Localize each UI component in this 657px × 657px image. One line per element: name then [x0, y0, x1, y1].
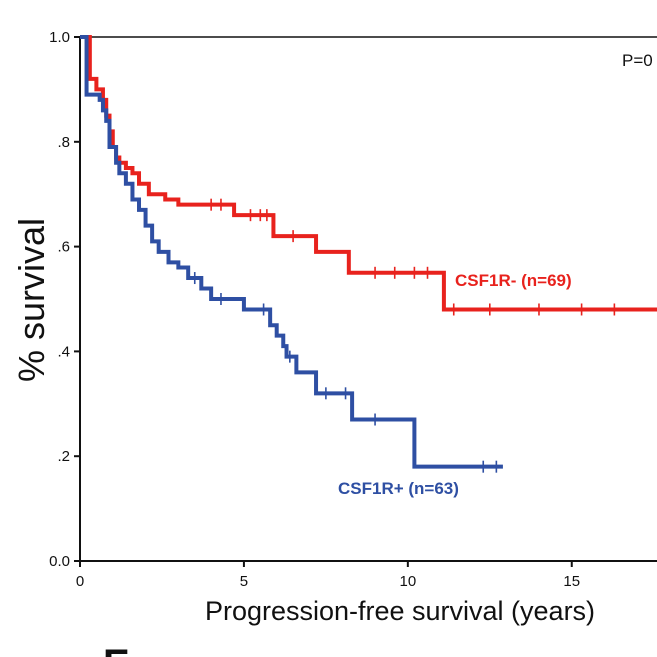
- x-tick-label: 5: [240, 573, 248, 590]
- survival-curve: [80, 35, 657, 312]
- axes-group: [74, 36, 657, 567]
- p-value-text: P=0: [622, 51, 653, 70]
- x-tick-label: 0: [76, 573, 84, 590]
- x-tick-label: 10: [399, 573, 416, 590]
- survival-curve: [80, 35, 503, 469]
- series-csf1r-positive: [80, 35, 503, 473]
- y-tick-label: .2: [57, 448, 70, 465]
- series-layer: [80, 35, 657, 473]
- label-layer: 0.0 .2 .4 .6 .8 1.0 0 5 10 15 Progression-free sur…: [11, 29, 653, 657]
- y-tick-label: .8: [57, 134, 70, 151]
- x-axis-title: Progression-free survival (years): [205, 596, 595, 626]
- y-axis-title: % survival: [11, 218, 52, 382]
- panel-label: E: [103, 642, 130, 657]
- x-tick-label: 15: [563, 573, 580, 590]
- y-tick-label: 1.0: [49, 29, 70, 46]
- y-tick-label: .6: [57, 239, 70, 256]
- y-tick-label: 0.0: [49, 553, 70, 570]
- series-label-csf1r-positive: CSF1R+ (n=63): [338, 479, 459, 498]
- series-label-csf1r-negative: CSF1R- (n=69): [455, 271, 572, 290]
- y-tick-label: .4: [57, 343, 70, 360]
